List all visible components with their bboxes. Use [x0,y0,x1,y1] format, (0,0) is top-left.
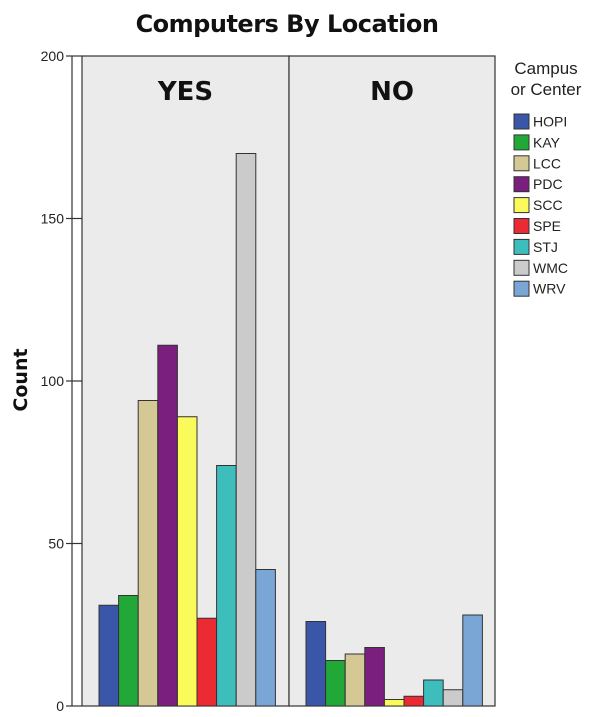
bar-spe-yes [196,617,218,707]
bar-hopi-no [305,621,327,707]
legend-swatch-hopi [513,113,530,130]
bar-scc-yes [176,416,198,707]
bar-hopi-yes [98,604,120,707]
legend-label-pdc: PDC [533,176,563,192]
legend-title-line-1: Campus [514,59,577,78]
legend-label-lcc: LCC [533,155,561,171]
legend-swatch-spe [513,218,530,234]
legend-label-wrv: WRV [533,281,566,297]
legend-swatch-wmc [513,259,530,276]
bar-wrv-yes [255,569,276,707]
y-tick-label-150: 150 [41,211,65,227]
bar-wmc-yes [235,153,257,707]
y-axis: 0 50 100 150 200 [41,48,82,714]
legend-label-scc: SCC [533,197,563,213]
legend-swatch-lcc [513,155,530,172]
y-tick-label-200: 200 [41,48,65,64]
bar-pdc-no [364,647,385,707]
legend-label-hopi: HOPI [533,114,567,130]
chart-title: Computers By Location [136,10,439,38]
legend-swatch-stj [513,238,530,255]
y-tick-label-50: 50 [48,536,64,552]
y-tick-label-100: 100 [41,373,65,389]
y-axis-label: Count [10,348,32,411]
panel-label-yes: YES [157,77,213,107]
legend-swatch-kay [513,134,530,151]
legend-label-kay: KAY [533,134,561,150]
bar-spe-no [403,695,425,707]
legend-label-spe: SPE [533,218,561,234]
panel-label-no: NO [370,77,414,107]
legend-swatch-pdc [513,176,530,193]
legend: Campus or Center HOPI KAY LCC PDC SCC SPE STJ WMC… [511,59,582,297]
bar-lcc-yes [137,400,159,707]
y-tick-label-0: 0 [56,698,64,714]
bar-wmc-no [442,689,464,707]
bars [98,153,483,707]
bar-kay-yes [118,595,139,707]
bar-lcc-no [344,653,366,707]
legend-label-wmc: WMC [533,260,568,276]
legend-title-line-2: or Center [511,80,582,99]
bar-pdc-yes [157,344,178,707]
bar-kay-no [325,660,346,707]
bar-wrv-no [462,614,483,707]
legend-swatch-scc [513,197,530,214]
legend-swatch-wrv [513,280,530,297]
bar-stj-yes [216,465,237,707]
bar-scc-no [383,699,405,707]
legend-label-stj: STJ [533,239,558,255]
panel-no [288,55,496,707]
bar-stj-no [423,679,444,707]
